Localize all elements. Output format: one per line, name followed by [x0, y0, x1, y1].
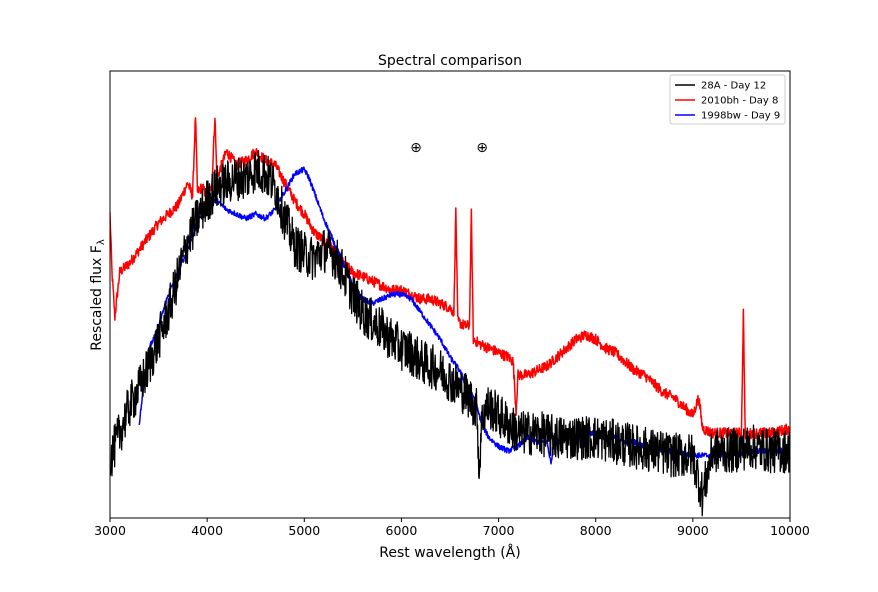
legend-label: 2010bh - Day 8: [701, 96, 778, 107]
earth-symbol: ⊕: [410, 140, 422, 156]
x-tick-label: 5000: [288, 523, 320, 538]
plot-frame: [109, 70, 791, 519]
x-tick-label: 7000: [483, 523, 515, 538]
legend-label: 28A - Day 12: [701, 81, 766, 92]
earth-symbol-annotations: ⊕ ⊕: [410, 140, 488, 156]
earth-symbol: ⊕: [476, 140, 488, 156]
y-axis-label: Rescaled flux Fλ: [89, 239, 107, 351]
x-tick-label: 8000: [580, 523, 612, 538]
chart-title: Spectral comparison: [378, 53, 522, 69]
x-tick-label: 4000: [191, 523, 223, 538]
legend-box: [669, 74, 786, 125]
series-line-2: [110, 117, 790, 441]
y-axis-label-main: Rescaled flux F: [89, 245, 105, 351]
legend: 28A - Day 12 2010bh - Day 8 1998bw - Day 9: [669, 74, 786, 125]
y-axis-label-subscript: λ: [96, 239, 107, 245]
x-tick-label: 9000: [677, 523, 709, 538]
legend-label: 1998bw - Day 9: [701, 111, 780, 122]
series-layer: [110, 117, 790, 517]
series-line-1: [110, 150, 790, 517]
x-tick-label: 3000: [94, 523, 126, 538]
x-axis-label: Rest wavelength (Å): [379, 544, 520, 561]
x-tick-label: 10000: [770, 523, 810, 538]
x-tick-label: 6000: [386, 523, 418, 538]
x-axis-ticks: 3000 4000 5000 6000 7000 8000 9000 10000: [94, 518, 810, 538]
